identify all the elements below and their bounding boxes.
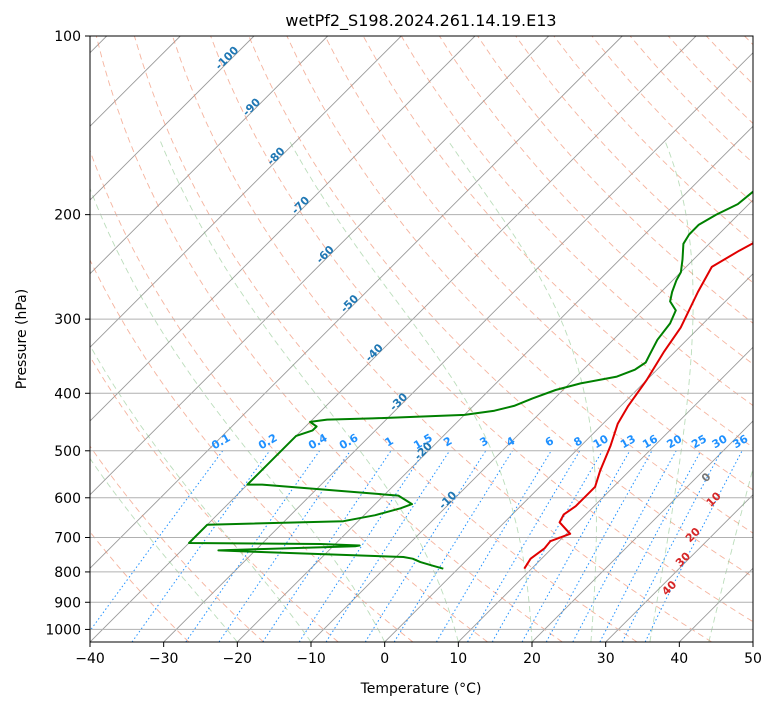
mixing-ratio-line [218,450,351,642]
x-tick-label: 30 [597,651,615,667]
y-tick-label: 200 [54,208,81,224]
isotherm-line [90,36,476,422]
mixing-ratio-line [545,450,653,642]
mixing-ratio-line [364,450,487,642]
mixing-ratio-line [521,450,631,642]
background-lines [90,36,753,642]
isotherm-line [531,420,753,642]
y-tick-label: 700 [54,531,81,547]
y-tick-label: 800 [54,565,81,581]
mixing-ratio-line [435,450,552,642]
temperature-profile-line [523,242,753,570]
mixing-ratio-line [298,450,426,642]
dry-adiabat-line [248,36,753,578]
x-axis-label: Temperature (°C) [360,681,482,697]
dry-adiabat-line [286,36,753,534]
mixing-ratio-line [90,450,224,632]
x-tick-label: −10 [296,651,326,667]
dry-adiabat-line [90,355,339,642]
dry-adiabat-line [172,36,712,642]
x-tick-label: 50 [744,651,762,667]
y-tick-label: 600 [54,491,81,507]
dewpoint-profile-line [188,190,753,570]
isotherm-line [605,494,753,642]
x-tick-label: 10 [449,651,467,667]
plot-frame [89,35,754,643]
axis-ticks: −40 −30 −20 −10 0 10 20 30 40 50 100 200 300 400 500 60… [45,29,762,667]
y-tick-label: 100 [54,29,81,45]
y-tick-label: 400 [54,386,81,402]
mixing-ratio-line [262,450,392,642]
y-tick-label: 500 [54,444,81,460]
plot-area [90,36,753,642]
isotherm-line [90,36,255,201]
isotherm-line [90,36,550,496]
y-tick-label: 900 [54,595,81,611]
mixing-ratio-line [599,450,702,642]
isotherm-line [90,36,623,569]
y-tick-label: 1000 [45,622,81,638]
x-tick-label: −20 [223,651,253,667]
y-tick-label: 300 [54,312,81,328]
chart-title: wetPf2_S198.2024.261.14.19.E13 [285,11,556,31]
sounding-series [188,190,753,570]
isotherm-line [384,273,753,642]
dry-adiabat-line [477,36,753,324]
x-tick-label: 20 [523,651,541,667]
x-tick-label: −40 [75,651,105,667]
mixing-ratio-line [572,450,677,642]
mixing-ratio-line [131,450,271,642]
x-tick-label: −30 [149,651,179,667]
y-axis-label: Pressure (hPa) [14,289,30,389]
mixing-ratio-line [644,450,743,642]
isotherm-line [236,125,753,642]
x-tick-label: 40 [670,651,688,667]
isotherm-line [457,346,753,642]
dry-adiabat-line [515,36,753,284]
dry-adiabat-line [90,445,264,642]
isotherm-line [90,36,402,348]
isotherm-line [90,36,329,275]
mixing-ratio-line [185,450,321,642]
dry-adiabat-line [95,36,563,642]
dry-adiabat-line [90,259,414,642]
dry-adiabat-line [133,36,638,642]
x-tick-label: 0 [380,651,389,667]
mixing-ratio-line [325,450,451,642]
pressure-grid [90,36,753,630]
dry-adiabat-line [210,36,753,623]
isotherm-line [163,52,753,642]
